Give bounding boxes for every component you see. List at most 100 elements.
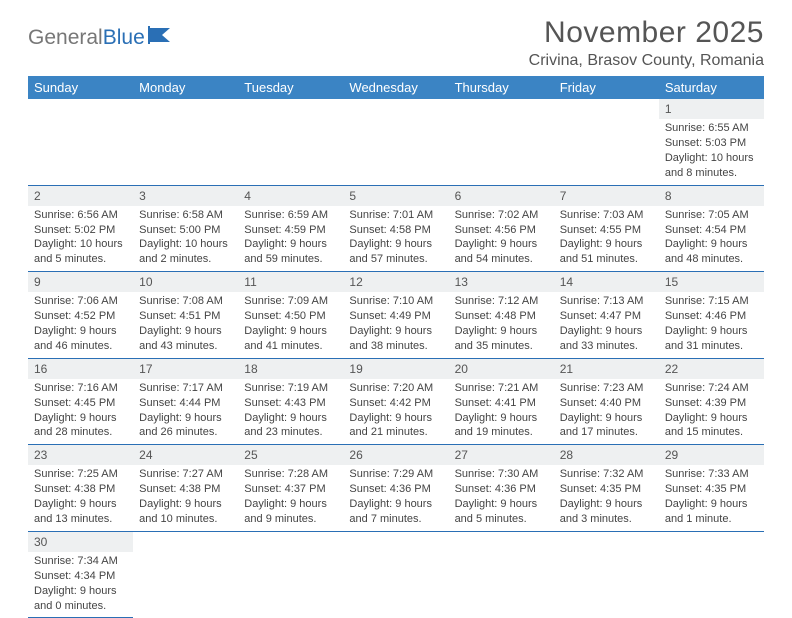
weekday-header: Friday — [554, 76, 659, 99]
day-info — [238, 119, 343, 185]
day-info-row: Sunrise: 7:06 AMSunset: 4:52 PMDaylight:… — [28, 292, 764, 358]
day-info: Sunrise: 7:24 AMSunset: 4:39 PMDaylight:… — [659, 379, 764, 445]
day-info-row: Sunrise: 7:16 AMSunset: 4:45 PMDaylight:… — [28, 379, 764, 445]
day-number: 25 — [238, 445, 343, 466]
calendar-body: 1 Sunrise: 6:55 AMSunset: 5:03 PMDayligh… — [28, 99, 764, 618]
day-number: 4 — [238, 185, 343, 206]
day-number: 13 — [449, 272, 554, 293]
day-info: Sunrise: 7:02 AMSunset: 4:56 PMDaylight:… — [449, 206, 554, 272]
day-info: Sunrise: 7:23 AMSunset: 4:40 PMDaylight:… — [554, 379, 659, 445]
day-number: 21 — [554, 358, 659, 379]
weekday-header: Monday — [133, 76, 238, 99]
weekday-header-row: SundayMondayTuesdayWednesdayThursdayFrid… — [28, 76, 764, 99]
day-info — [659, 552, 764, 618]
weekday-header: Tuesday — [238, 76, 343, 99]
day-number: 24 — [133, 445, 238, 466]
day-info: Sunrise: 7:16 AMSunset: 4:45 PMDaylight:… — [28, 379, 133, 445]
day-info: Sunrise: 7:12 AMSunset: 4:48 PMDaylight:… — [449, 292, 554, 358]
day-info: Sunrise: 7:33 AMSunset: 4:35 PMDaylight:… — [659, 465, 764, 531]
day-info: Sunrise: 7:08 AMSunset: 4:51 PMDaylight:… — [133, 292, 238, 358]
day-number: 15 — [659, 272, 764, 293]
day-number: 20 — [449, 358, 554, 379]
day-info: Sunrise: 7:09 AMSunset: 4:50 PMDaylight:… — [238, 292, 343, 358]
day-info — [28, 119, 133, 185]
day-info-row: Sunrise: 7:25 AMSunset: 4:38 PMDaylight:… — [28, 465, 764, 531]
day-number: 2 — [28, 185, 133, 206]
weekday-header: Thursday — [449, 76, 554, 99]
day-number: 10 — [133, 272, 238, 293]
day-info: Sunrise: 7:32 AMSunset: 4:35 PMDaylight:… — [554, 465, 659, 531]
day-number-row: 16171819202122 — [28, 358, 764, 379]
day-number — [28, 99, 133, 119]
day-number-row: 1 — [28, 99, 764, 119]
day-number: 27 — [449, 445, 554, 466]
day-number — [133, 531, 238, 552]
day-info: Sunrise: 7:03 AMSunset: 4:55 PMDaylight:… — [554, 206, 659, 272]
day-number: 17 — [133, 358, 238, 379]
day-number: 1 — [659, 99, 764, 119]
day-number-row: 9101112131415 — [28, 272, 764, 293]
day-info: Sunrise: 7:25 AMSunset: 4:38 PMDaylight:… — [28, 465, 133, 531]
day-info — [133, 119, 238, 185]
day-info: Sunrise: 7:13 AMSunset: 4:47 PMDaylight:… — [554, 292, 659, 358]
day-info: Sunrise: 7:10 AMSunset: 4:49 PMDaylight:… — [343, 292, 448, 358]
day-info: Sunrise: 7:06 AMSunset: 4:52 PMDaylight:… — [28, 292, 133, 358]
day-number: 11 — [238, 272, 343, 293]
calendar-table: SundayMondayTuesdayWednesdayThursdayFrid… — [28, 76, 764, 618]
day-number — [554, 531, 659, 552]
logo-text-2: Blue — [103, 26, 145, 50]
day-info: Sunrise: 6:56 AMSunset: 5:02 PMDaylight:… — [28, 206, 133, 272]
day-number — [238, 531, 343, 552]
day-info: Sunrise: 6:58 AMSunset: 5:00 PMDaylight:… — [133, 206, 238, 272]
day-number — [449, 99, 554, 119]
day-number: 22 — [659, 358, 764, 379]
day-info — [449, 119, 554, 185]
day-info: Sunrise: 7:29 AMSunset: 4:36 PMDaylight:… — [343, 465, 448, 531]
day-number-row: 2345678 — [28, 185, 764, 206]
day-number: 6 — [449, 185, 554, 206]
day-info: Sunrise: 7:20 AMSunset: 4:42 PMDaylight:… — [343, 379, 448, 445]
logo-text-1: General — [28, 26, 103, 50]
day-info: Sunrise: 7:27 AMSunset: 4:38 PMDaylight:… — [133, 465, 238, 531]
day-info — [554, 552, 659, 618]
day-number: 7 — [554, 185, 659, 206]
day-number-row: 30 — [28, 531, 764, 552]
day-info: Sunrise: 7:15 AMSunset: 4:46 PMDaylight:… — [659, 292, 764, 358]
day-info: Sunrise: 7:17 AMSunset: 4:44 PMDaylight:… — [133, 379, 238, 445]
day-info — [133, 552, 238, 618]
day-info: Sunrise: 7:28 AMSunset: 4:37 PMDaylight:… — [238, 465, 343, 531]
weekday-header: Saturday — [659, 76, 764, 99]
day-info — [238, 552, 343, 618]
weekday-header: Sunday — [28, 76, 133, 99]
location: Crivina, Brasov County, Romania — [529, 52, 764, 70]
day-info — [554, 119, 659, 185]
day-number: 26 — [343, 445, 448, 466]
day-number: 9 — [28, 272, 133, 293]
day-number — [554, 99, 659, 119]
title-block: November 2025 Crivina, Brasov County, Ro… — [529, 16, 764, 70]
day-info-row: Sunrise: 7:34 AMSunset: 4:34 PMDaylight:… — [28, 552, 764, 618]
day-info-row: Sunrise: 6:56 AMSunset: 5:02 PMDaylight:… — [28, 206, 764, 272]
day-number: 19 — [343, 358, 448, 379]
day-info-row: Sunrise: 6:55 AMSunset: 5:03 PMDaylight:… — [28, 119, 764, 185]
day-number: 28 — [554, 445, 659, 466]
day-number: 5 — [343, 185, 448, 206]
day-info: Sunrise: 7:19 AMSunset: 4:43 PMDaylight:… — [238, 379, 343, 445]
day-number — [449, 531, 554, 552]
day-number — [343, 99, 448, 119]
day-number — [238, 99, 343, 119]
day-info: Sunrise: 7:30 AMSunset: 4:36 PMDaylight:… — [449, 465, 554, 531]
day-number — [133, 99, 238, 119]
day-number — [659, 531, 764, 552]
day-number: 16 — [28, 358, 133, 379]
day-info: Sunrise: 7:05 AMSunset: 4:54 PMDaylight:… — [659, 206, 764, 272]
day-info: Sunrise: 7:01 AMSunset: 4:58 PMDaylight:… — [343, 206, 448, 272]
day-number: 12 — [343, 272, 448, 293]
logo: GeneralBlue — [28, 16, 174, 50]
day-info — [343, 119, 448, 185]
day-number-row: 23242526272829 — [28, 445, 764, 466]
day-number: 8 — [659, 185, 764, 206]
day-info — [449, 552, 554, 618]
day-number: 3 — [133, 185, 238, 206]
day-number: 18 — [238, 358, 343, 379]
